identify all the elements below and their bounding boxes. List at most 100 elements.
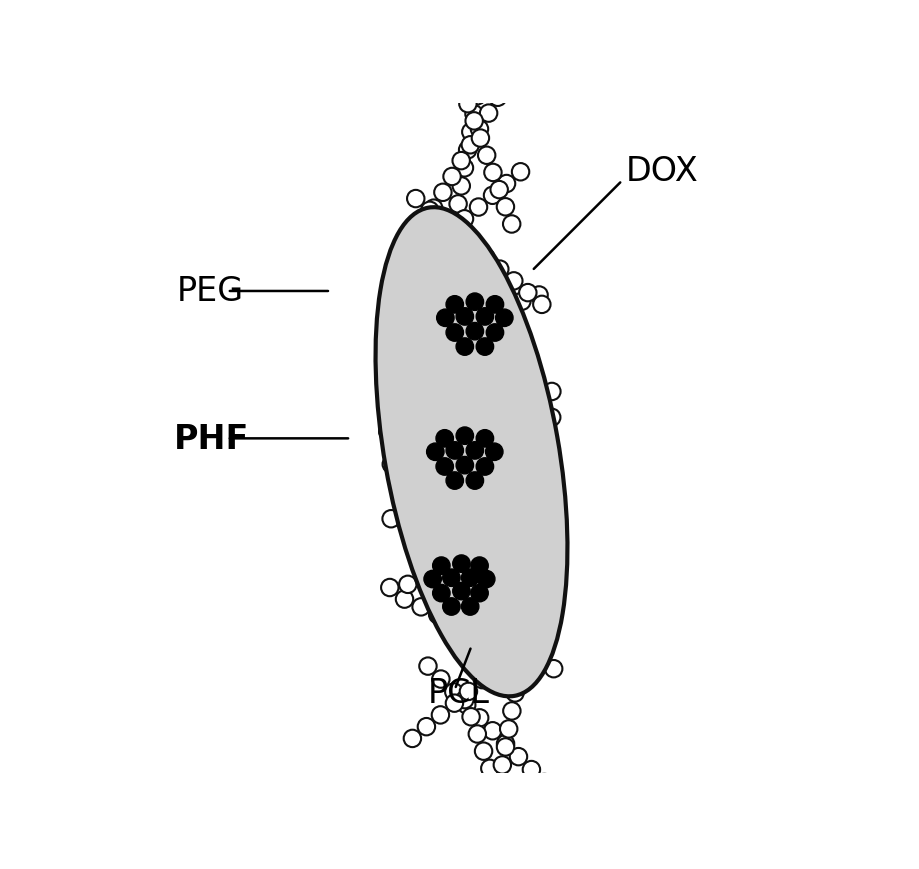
Circle shape xyxy=(388,327,405,344)
Text: PCL: PCL xyxy=(427,677,489,710)
Circle shape xyxy=(466,442,483,460)
Circle shape xyxy=(495,309,513,327)
Circle shape xyxy=(448,196,466,214)
Circle shape xyxy=(461,312,479,329)
Circle shape xyxy=(483,164,501,182)
Circle shape xyxy=(466,323,483,341)
Circle shape xyxy=(491,365,508,382)
Circle shape xyxy=(455,160,472,177)
Circle shape xyxy=(497,176,515,193)
Circle shape xyxy=(513,293,530,310)
Circle shape xyxy=(465,106,482,123)
Circle shape xyxy=(458,696,475,713)
Circle shape xyxy=(496,199,514,216)
Circle shape xyxy=(375,343,392,361)
Circle shape xyxy=(471,130,489,148)
Circle shape xyxy=(506,412,524,429)
Circle shape xyxy=(491,261,508,278)
Circle shape xyxy=(466,294,483,311)
Circle shape xyxy=(474,52,492,70)
Circle shape xyxy=(509,468,527,485)
Circle shape xyxy=(478,306,495,323)
Circle shape xyxy=(417,718,435,735)
Circle shape xyxy=(499,720,516,738)
Circle shape xyxy=(444,318,461,335)
Circle shape xyxy=(503,216,520,234)
Circle shape xyxy=(418,459,436,476)
Circle shape xyxy=(481,760,498,777)
Circle shape xyxy=(508,371,526,388)
Circle shape xyxy=(481,828,498,846)
Circle shape xyxy=(400,514,417,531)
Circle shape xyxy=(431,706,448,724)
Circle shape xyxy=(445,684,462,701)
Circle shape xyxy=(397,421,414,439)
Circle shape xyxy=(476,430,494,448)
Circle shape xyxy=(455,462,472,480)
Circle shape xyxy=(456,338,473,356)
Circle shape xyxy=(471,70,489,88)
Circle shape xyxy=(483,188,501,205)
Circle shape xyxy=(432,671,449,688)
Circle shape xyxy=(542,383,560,401)
Circle shape xyxy=(474,743,492,760)
Circle shape xyxy=(428,607,446,624)
Circle shape xyxy=(452,79,470,96)
Circle shape xyxy=(542,551,560,568)
Circle shape xyxy=(483,722,501,740)
Circle shape xyxy=(416,573,434,590)
Circle shape xyxy=(441,222,459,240)
Circle shape xyxy=(505,685,523,702)
Circle shape xyxy=(483,811,501,828)
Circle shape xyxy=(445,614,462,631)
Circle shape xyxy=(461,569,479,587)
Circle shape xyxy=(535,774,552,792)
Circle shape xyxy=(511,164,528,182)
Circle shape xyxy=(532,296,550,314)
Circle shape xyxy=(498,74,515,91)
Circle shape xyxy=(447,62,463,79)
Circle shape xyxy=(456,308,473,326)
Circle shape xyxy=(487,660,505,677)
Circle shape xyxy=(518,284,536,302)
Circle shape xyxy=(494,756,510,773)
Circle shape xyxy=(525,554,542,571)
Circle shape xyxy=(446,442,463,460)
Circle shape xyxy=(461,137,479,155)
Circle shape xyxy=(528,653,545,670)
Circle shape xyxy=(405,334,423,351)
Text: PEG: PEG xyxy=(176,275,244,308)
Circle shape xyxy=(432,557,449,574)
Circle shape xyxy=(382,510,400,527)
Circle shape xyxy=(468,726,485,743)
Circle shape xyxy=(461,124,479,142)
Circle shape xyxy=(542,409,560,427)
Circle shape xyxy=(501,647,518,665)
Circle shape xyxy=(477,249,494,267)
Circle shape xyxy=(445,694,462,712)
Circle shape xyxy=(516,636,533,653)
Circle shape xyxy=(471,557,488,574)
Circle shape xyxy=(468,88,485,105)
Circle shape xyxy=(474,358,492,375)
Circle shape xyxy=(488,414,505,431)
Circle shape xyxy=(473,464,491,481)
Circle shape xyxy=(503,702,520,720)
Circle shape xyxy=(437,461,454,478)
Text: PHF: PHF xyxy=(173,422,248,455)
Circle shape xyxy=(461,621,479,639)
Circle shape xyxy=(425,200,442,217)
Circle shape xyxy=(412,599,429,616)
Circle shape xyxy=(419,658,437,675)
Circle shape xyxy=(544,660,562,678)
Circle shape xyxy=(457,352,474,369)
Circle shape xyxy=(476,338,494,356)
Circle shape xyxy=(466,472,483,490)
Circle shape xyxy=(382,456,400,474)
Ellipse shape xyxy=(375,208,567,697)
Circle shape xyxy=(478,629,495,647)
Circle shape xyxy=(459,142,476,159)
Circle shape xyxy=(529,624,547,641)
Circle shape xyxy=(462,708,479,726)
Circle shape xyxy=(522,761,539,779)
